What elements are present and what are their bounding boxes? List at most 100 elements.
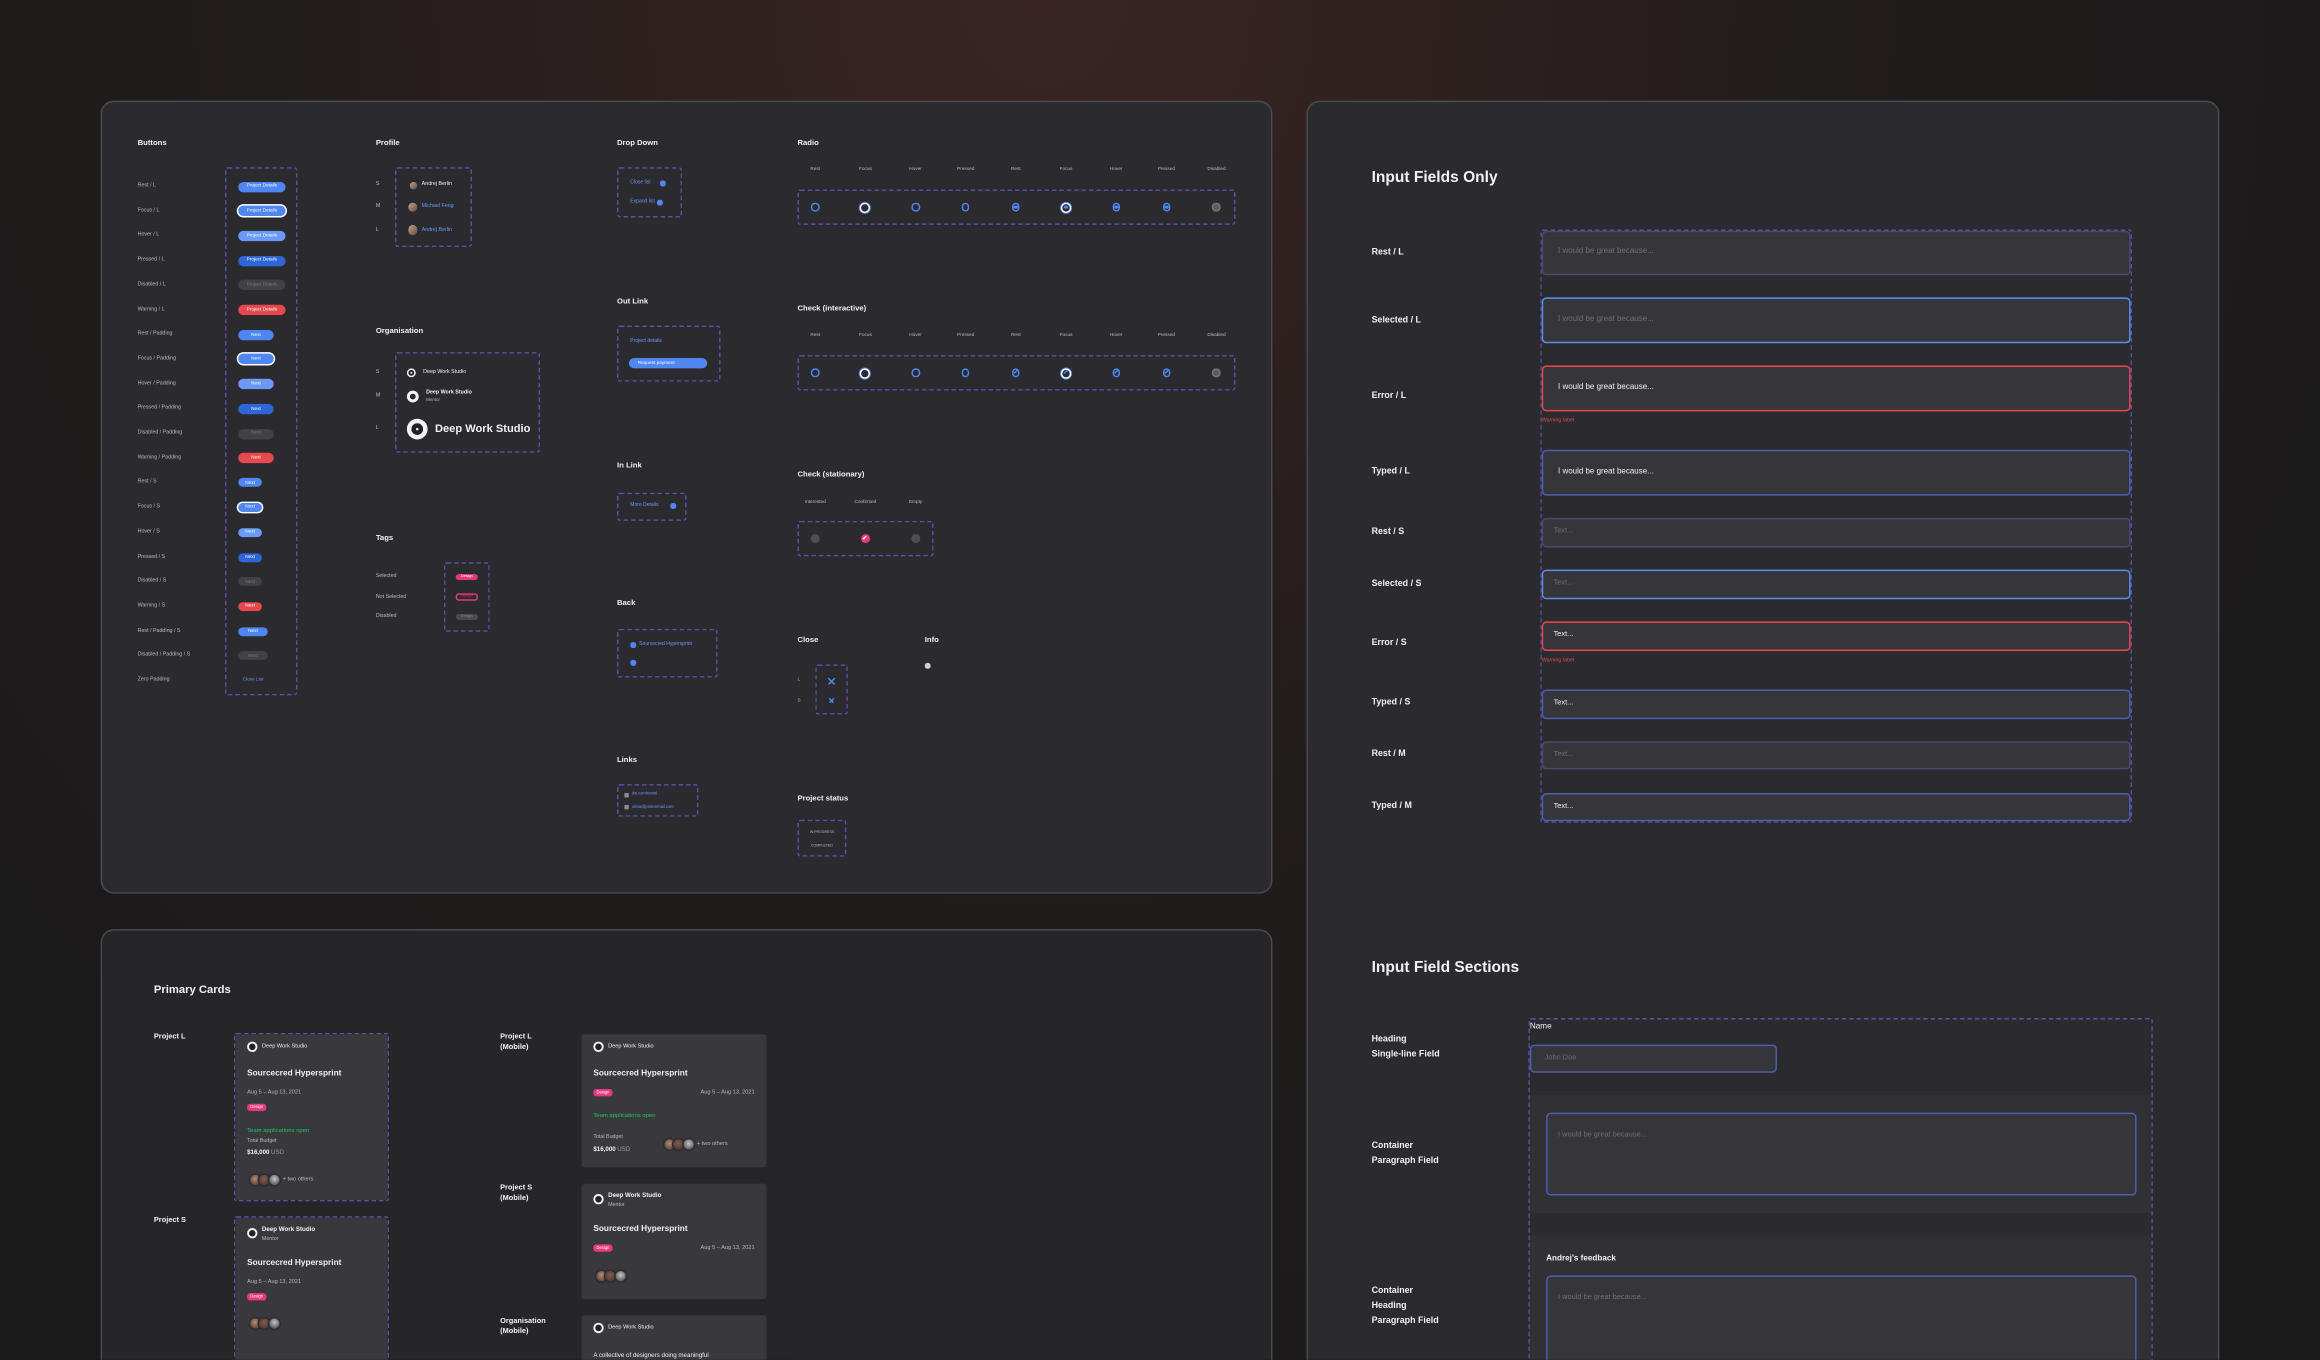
back-icon <box>630 660 636 666</box>
text-input[interactable] <box>1541 297 2131 344</box>
link[interactable]: olivia@protonmail.com <box>631 803 674 810</box>
button[interactable]: Next <box>238 651 268 661</box>
state-label: Hover <box>1109 166 1123 172</box>
section-title: Primary Cards <box>153 982 231 996</box>
card-label: Organisation <box>500 1317 546 1327</box>
tag: Design <box>593 1088 613 1096</box>
dashed-frame <box>616 325 721 382</box>
section-title: Buttons <box>137 139 167 149</box>
avatar-more: + two others <box>696 1140 728 1147</box>
link[interactable]: Sourcecred Hypersprint <box>639 640 692 647</box>
checkbox <box>1060 367 1072 379</box>
state-label: Hover <box>909 331 922 338</box>
dropdown-toggle[interactable]: Close list <box>630 179 651 186</box>
org-name: Deep Work Studio <box>426 389 472 396</box>
card[interactable] <box>235 1034 388 1200</box>
text-input[interactable] <box>1541 741 2131 770</box>
button[interactable]: Next <box>238 552 262 562</box>
budget-label: Total Budget <box>247 1137 277 1144</box>
org-logo <box>592 1040 603 1052</box>
field-label: Rest / M <box>1371 749 1406 759</box>
profile-name: Andrej Berlin <box>421 225 453 232</box>
back-icon <box>630 642 636 648</box>
button[interactable]: Project Details <box>238 230 286 242</box>
input-text: Text... <box>1553 698 1574 708</box>
button[interactable]: Next <box>238 403 274 414</box>
org-role: Mentor <box>261 1234 279 1241</box>
link[interactable]: More Details <box>630 501 659 508</box>
text-input[interactable] <box>1541 621 2131 652</box>
button[interactable]: Next <box>238 602 262 611</box>
button[interactable]: Project Details <box>238 205 286 217</box>
input-text: I would be great because... <box>1558 247 1654 256</box>
button[interactable]: Next <box>238 428 274 439</box>
section-label: Heading <box>1371 1302 1407 1311</box>
text-input[interactable] <box>1541 230 2131 276</box>
warning-label: Warning label <box>1541 656 1575 663</box>
input-text: I would be great because... <box>1558 1293 1647 1303</box>
avatar <box>613 1268 627 1283</box>
button[interactable]: Next <box>238 378 274 390</box>
budget-currency: USD <box>270 1148 285 1156</box>
dashed-frame <box>1528 1017 2153 1360</box>
button[interactable]: Close List <box>242 676 264 683</box>
section-label: Paragraph Field <box>1371 1317 1439 1327</box>
state-label: Pressed <box>1157 166 1176 172</box>
link-icon <box>624 804 629 810</box>
button[interactable]: Next <box>238 453 274 464</box>
card-dates: Aug 5 – Aug 13, 2021 <box>700 1088 755 1095</box>
button[interactable]: Project Details <box>238 181 286 192</box>
dashed-frame <box>797 819 847 857</box>
section-title: Organisation <box>375 327 424 337</box>
text-input[interactable] <box>1541 517 2131 548</box>
text-input[interactable] <box>1541 569 2131 600</box>
card-dates: Aug 5 – Aug 13, 2021 <box>247 1088 302 1095</box>
text-input[interactable] <box>1541 689 2131 720</box>
button[interactable]: Project Details <box>238 280 286 291</box>
state-label: Rest <box>810 331 821 338</box>
dashed-frame <box>443 562 490 632</box>
state-label: Interested <box>804 498 826 505</box>
link[interactable]: Project details <box>630 337 662 344</box>
button-state-label: Hover / Padding <box>137 379 176 386</box>
card[interactable] <box>235 1217 388 1360</box>
card-label: Project S <box>500 1184 533 1193</box>
button[interactable]: Next <box>238 503 262 513</box>
section-label: Heading <box>1371 1035 1407 1045</box>
card[interactable] <box>581 1315 767 1360</box>
card-dates: Aug 5 – Aug 13, 2021 <box>700 1244 755 1251</box>
button[interactable]: Next <box>238 354 274 365</box>
text-area[interactable] <box>1546 1112 2137 1196</box>
state-label: Pressed <box>957 331 975 338</box>
button[interactable]: Project Details <box>238 304 286 316</box>
button[interactable]: Next <box>238 626 268 636</box>
input-text: I would be great because... <box>1558 1130 1647 1140</box>
section-title: Input Field Sections <box>1371 959 1520 977</box>
card-status: Team applications open <box>247 1125 310 1134</box>
button[interactable]: Request payment <box>628 358 708 369</box>
button[interactable]: Next <box>238 478 262 488</box>
link[interactable]: dw.com/rental <box>631 790 658 797</box>
radio-dot <box>1164 205 1169 210</box>
text-input[interactable] <box>1541 449 2131 496</box>
state-label: Empty <box>908 498 923 505</box>
section-title: Drop Down <box>616 139 658 149</box>
button[interactable]: Next <box>238 329 274 340</box>
budget-currency: USD <box>617 1145 631 1153</box>
button[interactable]: Next <box>238 577 262 587</box>
radio-dot <box>1013 205 1018 210</box>
budget: $16,000USD <box>593 1145 631 1154</box>
dashed-frame <box>616 167 683 218</box>
text-input[interactable] <box>1541 793 2131 822</box>
text-input[interactable] <box>1541 365 2131 412</box>
input-text: Text... <box>1553 527 1574 536</box>
button[interactable]: Next <box>238 527 262 537</box>
button[interactable]: Project Details <box>238 255 286 266</box>
section-title: Radio <box>797 139 819 149</box>
field-label: Typed / S <box>1371 697 1411 707</box>
section-title: In Link <box>616 461 642 471</box>
text-input[interactable] <box>1529 1044 1777 1073</box>
dropdown-toggle[interactable]: Expand list <box>630 198 655 205</box>
warning-label: Warning label <box>1541 417 1575 424</box>
text-area[interactable] <box>1546 1275 2137 1360</box>
